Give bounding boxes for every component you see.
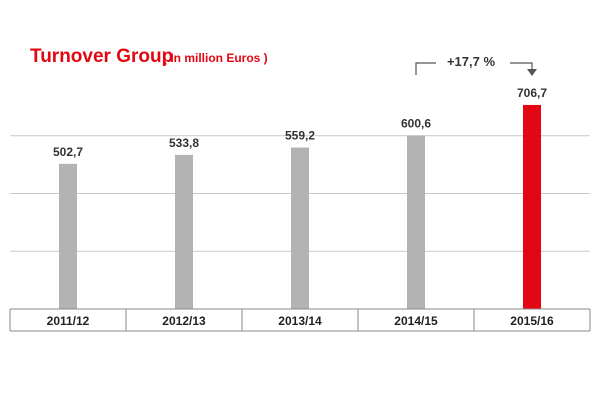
category-label-2011-12: 2011/12 bbox=[47, 314, 90, 328]
category-label-2013-14: 2013/14 bbox=[278, 314, 322, 328]
category-label-2014-15: 2014/15 bbox=[394, 314, 438, 328]
bars: 502,7 533,8 559,2 600,6 706,7 bbox=[53, 86, 547, 310]
value-label-2015-16: 706,7 bbox=[517, 86, 547, 100]
growth-annotation: +17,7 % bbox=[415, 54, 537, 76]
value-label-2014-15: 600,6 bbox=[401, 117, 431, 131]
bracket-right bbox=[510, 62, 533, 70]
category-label-2015-16: 2015/16 bbox=[510, 314, 554, 328]
category-axis: 2011/12 2012/13 2013/14 2014/15 2015/16 bbox=[9, 308, 591, 332]
bar-2014-15 bbox=[407, 135, 425, 309]
growth-label: +17,7 % bbox=[447, 54, 496, 69]
chart-title: Turnover Group bbox=[30, 46, 173, 67]
bar-2011-12 bbox=[59, 163, 77, 309]
category-label-2012-13: 2012/13 bbox=[162, 314, 206, 328]
bar-2012-13 bbox=[175, 154, 193, 309]
arrow-down-icon bbox=[527, 69, 537, 76]
value-label-2013-14: 559,2 bbox=[285, 129, 315, 143]
value-label-2012-13: 533,8 bbox=[169, 136, 199, 150]
bracket-left bbox=[415, 62, 436, 75]
chart-subtitle: ( In million Euros ) bbox=[163, 51, 268, 65]
value-label-2011-12: 502,7 bbox=[53, 145, 83, 159]
bar-2015-16 bbox=[523, 104, 541, 310]
bar-2013-14 bbox=[291, 147, 309, 309]
